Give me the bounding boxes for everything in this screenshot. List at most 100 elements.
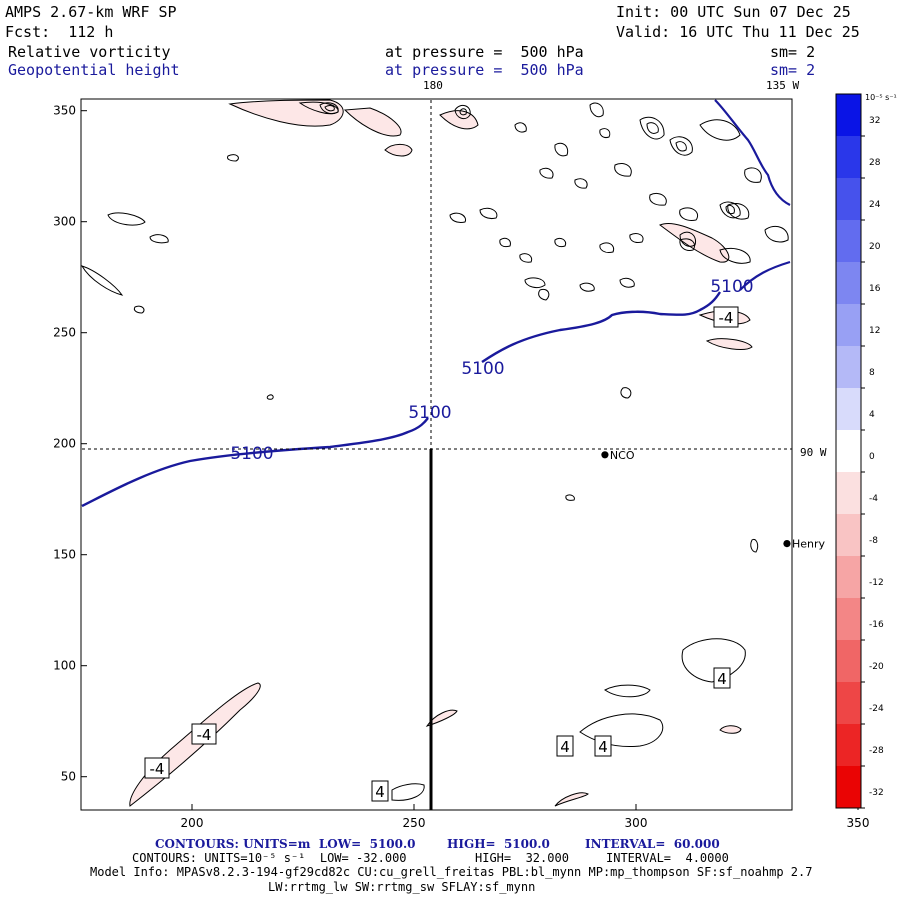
colorbar-tick-label: 0 — [869, 452, 875, 462]
colorbar-segment — [836, 514, 861, 557]
colorbar-segment — [836, 556, 861, 599]
colorbar-segment — [836, 388, 861, 431]
vort-dense-contour — [639, 116, 665, 140]
colorbar-unit-label: 10⁻⁵ s⁻¹ — [865, 93, 897, 102]
vort-dense-contour — [719, 201, 741, 219]
meridian-guides — [82, 100, 792, 810]
vorticity-positive-contours — [80, 119, 789, 801]
colorbar-tick-label: 24 — [869, 200, 881, 210]
y-tick-label: 200 — [53, 437, 76, 451]
vort-pos-contour — [149, 234, 169, 244]
x-tick-label: 200 — [181, 816, 204, 830]
vort-pos-contour — [80, 265, 124, 296]
colorbar-segment — [836, 262, 861, 305]
field1-level: at pressure = 500 hPa — [385, 43, 584, 61]
meridian-label-180: 180 — [423, 79, 443, 92]
vort-contour-label: 4 — [717, 670, 727, 688]
field1-smoothing: sm= 2 — [770, 43, 816, 61]
colorbar-segment — [836, 640, 861, 683]
vort-pos-contour — [744, 167, 762, 183]
init-time: Init: 00 UTC Sun 07 Dec 25 — [616, 3, 851, 21]
colorbar-tick-label: -8 — [869, 536, 878, 546]
field2-level: at pressure = 500 hPa — [385, 61, 584, 79]
vort-pos-contour — [699, 119, 741, 141]
vort-label-box — [556, 735, 574, 757]
vort-pos-contour — [519, 253, 533, 263]
colorbar-frame — [835, 93, 862, 809]
colorbar-tick-label: -32 — [869, 788, 884, 798]
vort-contour-info-interval: INTERVAL= 4.0000 — [606, 851, 729, 865]
y-tick-label: 350 — [53, 104, 76, 118]
vort-pos-contour — [107, 212, 146, 226]
colorbar-segment — [836, 178, 861, 221]
colorbar-segment — [836, 220, 861, 263]
colorbar-tick-label: -16 — [869, 620, 884, 630]
y-tick-label: 300 — [53, 215, 76, 229]
vort-contour-info-low: CONTOURS: UNITS=10⁻⁵ s⁻¹ LOW= -32.000 — [132, 851, 407, 865]
vort-neg-contour — [719, 725, 742, 734]
coastline-path — [739, 260, 791, 291]
vort-pos-contour — [619, 277, 635, 288]
vort-pos-contour — [574, 178, 588, 189]
vort-dense-contour — [514, 122, 527, 133]
colorbar-tick-label: 4 — [869, 410, 875, 420]
colorbar-tick-label: 28 — [869, 158, 881, 168]
vort-neg-contour — [554, 792, 589, 807]
height-contour-info-interval: INTERVAL= 60.000 — [585, 837, 720, 851]
vort-pos-contour — [750, 538, 759, 553]
vort-dense-contour — [599, 128, 611, 138]
vort-neg-contour — [439, 110, 479, 130]
field2-smoothing: sm= 2 — [770, 61, 816, 79]
vort-pos-contour — [579, 713, 664, 748]
vort-label-box — [594, 735, 612, 757]
vort-pos-contour — [599, 242, 615, 253]
colorbar-segment — [836, 94, 861, 137]
y-tick-label: 50 — [61, 770, 76, 784]
vort-pos-contour — [391, 783, 425, 801]
vort-pos-contour — [579, 282, 595, 292]
vort-dense-contour — [679, 231, 697, 247]
valid-time: Valid: 16 UTC Thu 11 Dec 25 — [616, 23, 860, 41]
height-contour-info-low: CONTOURS: UNITS=m LOW= 5100.0 — [155, 837, 416, 851]
vort-neg-contour — [384, 143, 413, 157]
colorbar-tick-label: 12 — [869, 326, 880, 336]
colorbar-segment — [836, 682, 861, 725]
station-label: Henry — [792, 538, 826, 551]
height-contour-label: 5100 — [408, 403, 451, 423]
vort-pos-contour — [629, 233, 644, 243]
vort-contour-label: 4 — [375, 783, 385, 801]
colorbar-segment — [836, 598, 861, 641]
vort-pos-contour — [764, 225, 789, 243]
vort-contour-label: -4 — [197, 726, 212, 744]
model-title: AMPS 2.67-km WRF SP — [5, 3, 177, 21]
x-tick-label: 300 — [625, 816, 648, 830]
colorbar-tick-label: -12 — [869, 578, 884, 588]
y-tick-label: 250 — [53, 326, 76, 340]
vort-pos-contour — [538, 288, 550, 301]
vort-dense-contour — [454, 104, 471, 120]
vort-dense-contour — [319, 102, 339, 115]
vort-pos-contour — [719, 247, 751, 264]
height-contour-label: 5100 — [230, 444, 273, 464]
vort-pos-contour — [266, 394, 274, 400]
vort-pos-contour — [727, 203, 750, 220]
vort-contour-label: 4 — [598, 738, 608, 756]
vort-pos-contour — [620, 387, 632, 399]
vort-label-box — [713, 306, 739, 328]
vort-dense-contour — [554, 142, 569, 157]
forecast-hour: Fcst: 112 h — [5, 23, 114, 41]
vort-neg-contour — [425, 709, 458, 727]
vort-pos-contour — [554, 237, 567, 248]
field2-name: Geopotential height — [8, 61, 180, 79]
vort-pos-contour — [524, 277, 546, 288]
colorbar-tick-label: -24 — [869, 704, 884, 714]
y-tick-label: 150 — [53, 548, 76, 562]
colorbar-tick-label: 20 — [869, 242, 881, 252]
station-marker — [601, 451, 609, 459]
x-tick-label: 350 — [847, 816, 870, 830]
vorticity-fills — [129, 99, 753, 807]
vort-pos-contour — [539, 167, 554, 179]
colorbar-segment — [836, 766, 861, 809]
vorticity-dense-contours — [319, 102, 741, 247]
vort-pos-contour — [681, 638, 746, 683]
